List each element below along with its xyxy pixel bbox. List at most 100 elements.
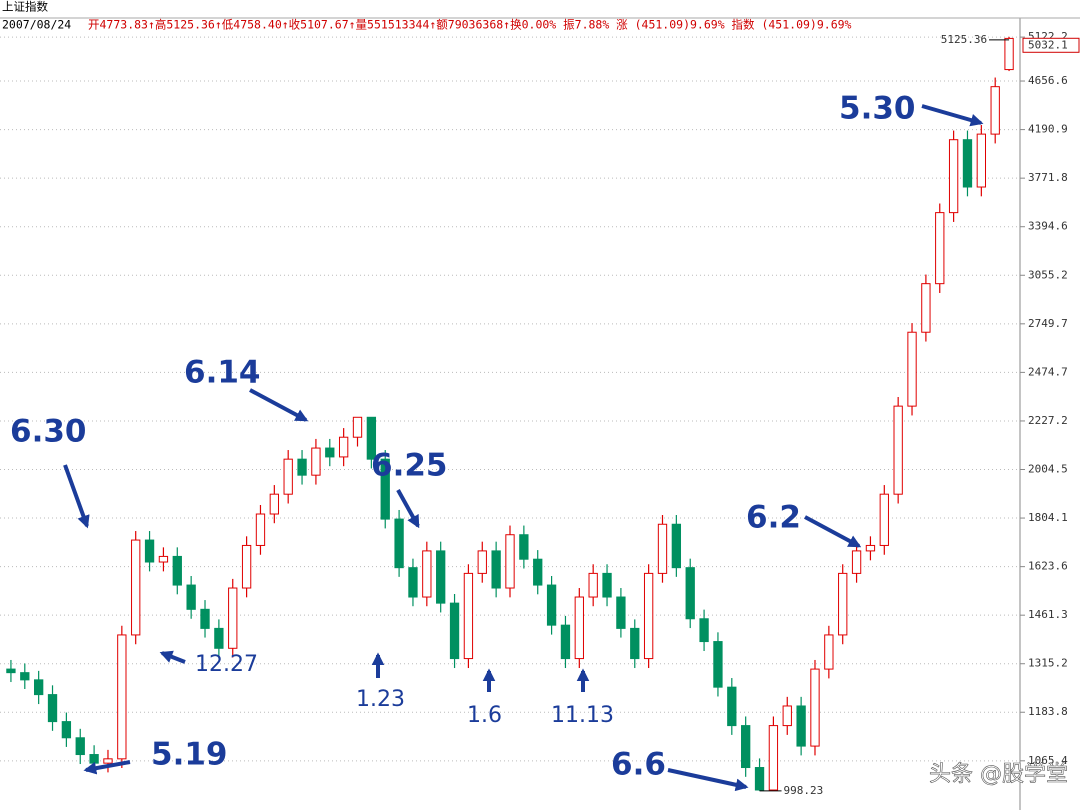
arrow: [804, 515, 862, 548]
candle-body: [907, 331, 917, 407]
y-tick-label: 1065.4: [1028, 754, 1068, 767]
y-tick-label: 1461.3: [1028, 608, 1068, 621]
candle-body: [477, 550, 487, 574]
candle-body: [6, 668, 16, 674]
candle-body: [283, 458, 293, 495]
candle-body: [241, 544, 252, 589]
candle-body: [338, 436, 349, 458]
candle-body: [519, 534, 529, 560]
candle-body: [990, 86, 1000, 135]
candle-body: [588, 572, 598, 598]
y-tick-label: 1804.1: [1028, 511, 1068, 524]
candle-body: [20, 672, 30, 681]
grid: 5122.24656.64190.93771.83394.63055.22749…: [0, 30, 1068, 767]
candle-body: [935, 212, 945, 285]
annotation: 6.30: [10, 414, 87, 450]
y-tick-label: 4190.9: [1028, 123, 1068, 136]
candle-body: [158, 555, 169, 563]
candle-body: [560, 624, 571, 660]
arrow: [921, 104, 984, 127]
y-tick-label: 3771.8: [1028, 171, 1068, 184]
candle-body: [463, 572, 474, 660]
candle-body: [810, 668, 820, 747]
annotation: 5.30: [839, 91, 916, 127]
y-tick-label: 2004.5: [1028, 463, 1068, 476]
candle-body: [643, 572, 654, 660]
candle-body: [838, 572, 848, 636]
candle-body: [422, 550, 432, 598]
candle-body: [754, 767, 765, 791]
candle-body: [380, 458, 390, 520]
candle-body: [796, 705, 806, 747]
header-title: 上证指数: [2, 0, 48, 14]
candle-body: [879, 493, 889, 546]
candle-body: [616, 596, 626, 629]
annotation: 11.13: [551, 703, 614, 728]
candle-body: [228, 587, 238, 649]
candle-body: [713, 641, 723, 688]
candle-body: [685, 567, 695, 620]
candle-body: [921, 283, 931, 333]
annotation: 6.6: [611, 747, 666, 783]
candle-body: [214, 627, 224, 649]
candle-body: [505, 534, 515, 589]
candle-body: [297, 458, 307, 476]
candle-body: [824, 634, 834, 670]
annotation: 6.14: [184, 355, 261, 391]
candle-body: [962, 139, 973, 188]
candle-body: [976, 133, 987, 188]
candle-body: [61, 721, 72, 739]
high-label: 5125.36: [941, 33, 987, 46]
candle-body: [33, 679, 44, 696]
candle-body: [352, 416, 363, 438]
y-tick-label: 4656.6: [1028, 74, 1068, 87]
arrow: [63, 464, 90, 529]
arrow: [159, 650, 186, 664]
y-tick-label: 1623.6: [1028, 560, 1068, 573]
watermark: 头条 @股学堂: [929, 762, 1068, 787]
annotation: 6.2: [746, 500, 801, 536]
candle-body: [671, 523, 682, 569]
candle-body: [75, 737, 85, 756]
price-marker-label: 5032.1: [1028, 38, 1068, 51]
annotation: 6.25: [371, 448, 448, 484]
candle-body: [269, 493, 279, 515]
candle-body: [851, 550, 862, 574]
y-tick-label: 3394.6: [1028, 220, 1068, 233]
candle-body: [727, 686, 737, 727]
candle-body: [699, 618, 709, 643]
candle-body: [200, 608, 210, 629]
header-date: 2007/08/24: [2, 18, 71, 32]
arrow: [249, 388, 309, 422]
candle-body: [533, 558, 543, 586]
candle-body: [172, 555, 182, 586]
candle-body: [657, 523, 668, 574]
candle-body: [186, 584, 196, 610]
candle-body: [103, 758, 113, 764]
y-tick-label: 2227.2: [1028, 414, 1068, 427]
candle-body: [1004, 37, 1014, 71]
price-marker: [1022, 37, 1080, 53]
y-tick-label: 1315.2: [1028, 657, 1068, 670]
annotation: 12.27: [195, 652, 258, 677]
candle-body: [408, 567, 418, 598]
low-label: 998.23: [784, 784, 824, 797]
arrow: [83, 760, 131, 775]
candle-body: [782, 705, 792, 727]
candle-body: [311, 447, 321, 476]
candle-body: [491, 550, 501, 589]
candles: 5125.36 998.23: [6, 33, 1014, 797]
candle-body: [394, 518, 404, 569]
y-tick-label: 1183.8: [1028, 705, 1068, 718]
header-quote: 开4773.83↑高5125.36↑低4758.40↑收5107.67↑量551…: [88, 18, 852, 32]
candle-body: [117, 634, 127, 760]
candle-body: [449, 602, 460, 660]
annotation: 1.23: [356, 687, 405, 712]
candle-body: [89, 754, 99, 764]
candle-body: [574, 596, 584, 660]
candle-body: [893, 405, 903, 495]
candle-body: [144, 539, 155, 563]
y-tick-label: 3055.2: [1028, 268, 1068, 281]
candle-body: [366, 416, 377, 460]
